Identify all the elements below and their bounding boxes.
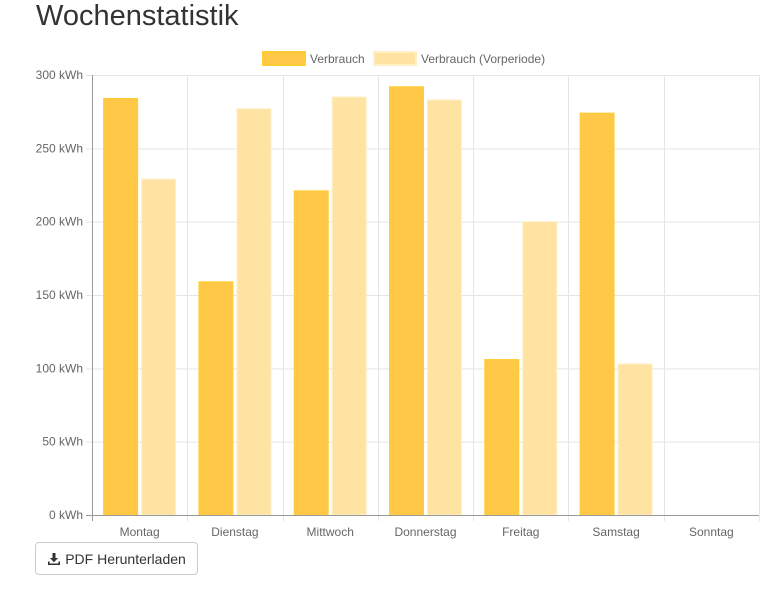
x-tick-label: Montag	[120, 525, 160, 539]
bar-verbrauch-vorperiode	[141, 178, 177, 516]
bar-verbrauch-vorperiode	[427, 99, 462, 516]
x-tick-label: Mittwoch	[307, 525, 354, 539]
pdf-download-label: PDF Herunterladen	[65, 550, 186, 567]
chart-bars	[103, 86, 653, 516]
x-axis-labels: Montag Dienstag Mittwoch Donnerstag Freitag S…	[120, 525, 734, 539]
y-tick-label: 0 kWh	[49, 508, 83, 522]
legend-swatch	[262, 51, 306, 66]
bar-verbrauch	[579, 112, 615, 516]
y-tick-label: 150 kWh	[36, 288, 83, 302]
legend-swatch	[373, 51, 417, 66]
legend-item-verbrauch[interactable]: Verbrauch	[262, 51, 365, 66]
x-tick-label: Freitag	[502, 525, 539, 539]
x-tick-label: Dienstag	[211, 525, 258, 539]
bar-verbrauch	[198, 281, 234, 516]
bar-verbrauch	[293, 190, 329, 516]
legend-item-vorperiode[interactable]: Verbrauch (Vorperiode)	[373, 51, 545, 66]
y-tick-label: 200 kWh	[36, 215, 83, 229]
download-icon	[47, 552, 61, 566]
x-tick-label: Samstag	[592, 525, 639, 539]
bar-verbrauch-vorperiode	[331, 96, 367, 516]
bar-verbrauch	[484, 359, 520, 516]
pdf-download-button[interactable]: PDF Herunterladen	[35, 542, 198, 575]
chart-axes	[86, 75, 759, 521]
y-tick-label: 50 kWh	[42, 435, 83, 449]
x-tick-label: Donnerstag	[394, 525, 456, 539]
legend-label: Verbrauch	[310, 52, 365, 66]
y-axis-labels: 0 kWh 50 kWh 100 kWh 150 kWh 200 kWh 250 kWh 3…	[36, 68, 83, 522]
chart: Verbrauch Verbrauch (Vorperiode) 0 kWh 50 …	[36, 51, 760, 539]
bar-verbrauch	[103, 97, 139, 516]
legend-label: Verbrauch (Vorperiode)	[421, 52, 545, 66]
y-tick-label: 100 kWh	[36, 361, 83, 375]
chart-legend[interactable]: Verbrauch Verbrauch (Vorperiode)	[262, 51, 545, 66]
y-tick-label: 300 kWh	[36, 68, 83, 82]
bar-verbrauch-vorperiode	[617, 363, 653, 516]
bar-verbrauch-vorperiode	[236, 108, 272, 516]
page-title: Wochenstatistik	[36, 0, 239, 32]
bar-verbrauch-vorperiode	[522, 221, 558, 516]
x-tick-label: Sonntag	[689, 525, 734, 539]
bar-verbrauch	[389, 86, 424, 516]
y-tick-label: 250 kWh	[36, 141, 83, 155]
